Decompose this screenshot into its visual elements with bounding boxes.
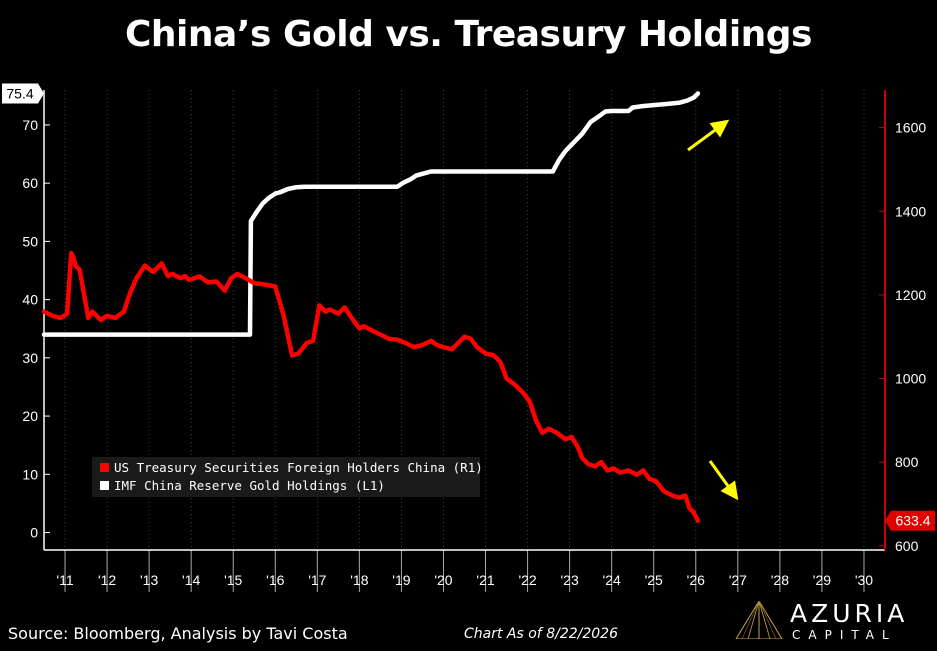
legend-swatch-gold bbox=[100, 481, 109, 490]
logo-wordmark: AZURIA bbox=[790, 599, 909, 628]
left-tick-label: 10 bbox=[22, 466, 38, 482]
down-arrow-icon bbox=[708, 460, 739, 501]
treasury-badge-pointer bbox=[885, 510, 891, 531]
left-tick-label: 20 bbox=[22, 408, 38, 424]
left-tick-label: 30 bbox=[22, 350, 38, 366]
right-tick-label: 600 bbox=[895, 538, 919, 554]
x-tick-label: '24 bbox=[603, 572, 621, 588]
treasury-badge-bg bbox=[891, 510, 935, 531]
x-tick-label: '17 bbox=[308, 572, 326, 588]
x-tick-label: '30 bbox=[855, 572, 873, 588]
x-tick-label: '12 bbox=[98, 572, 116, 588]
legend-label-gold: IMF China Reserve Gold Holdings (L1) bbox=[114, 478, 385, 493]
right-tick-label: 1200 bbox=[895, 287, 926, 303]
gold-badge-text: 75.4 bbox=[6, 85, 33, 101]
right-tick-label: 1600 bbox=[895, 120, 926, 136]
gold-last-value-badge: 75.4 bbox=[2, 83, 44, 104]
x-tick-label: '11 bbox=[56, 572, 73, 588]
gold-badge-pointer bbox=[38, 83, 44, 104]
left-tick-label: 70 bbox=[22, 117, 38, 133]
right-tick-label: 1000 bbox=[895, 371, 926, 387]
as-of-note: Chart As of 8/22/2026 bbox=[464, 626, 618, 642]
x-tick-label: '13 bbox=[140, 572, 158, 588]
legend-swatch-treasury bbox=[100, 463, 109, 472]
right-tick-label: 800 bbox=[895, 454, 919, 470]
right-tick-label: 1400 bbox=[895, 203, 926, 219]
x-tick-label: '18 bbox=[350, 572, 368, 588]
x-tick-label: '19 bbox=[392, 572, 410, 588]
x-tick-label: '28 bbox=[771, 572, 789, 588]
treasury-badge-text: 633.4 bbox=[895, 513, 930, 529]
gold-holdings-line bbox=[41, 91, 701, 337]
up-arrow-icon bbox=[687, 119, 730, 152]
legend-label-treasury: US Treasury Securities Foreign Holders C… bbox=[114, 460, 483, 475]
gold-badge-bg bbox=[2, 83, 38, 104]
treasury-last-value-badge: 633.4 bbox=[885, 510, 935, 531]
x-tick-label: '22 bbox=[518, 572, 536, 588]
x-tick-label: '20 bbox=[434, 572, 452, 588]
left-tick-label: 0 bbox=[30, 525, 38, 541]
x-tick-label: '25 bbox=[645, 572, 663, 588]
left-tick-label: 60 bbox=[22, 175, 38, 191]
x-tick-label: '23 bbox=[561, 572, 579, 588]
x-tick-label: '15 bbox=[224, 572, 242, 588]
left-tick-label: 40 bbox=[22, 292, 38, 308]
x-tick-label: '14 bbox=[182, 572, 200, 588]
x-tick-label: '29 bbox=[813, 572, 831, 588]
legend-box bbox=[92, 457, 480, 497]
logo-subtitle: CAPITAL bbox=[792, 628, 897, 642]
x-tick-label: '16 bbox=[266, 572, 284, 588]
x-tick-label: '21 bbox=[476, 572, 494, 588]
treasury-holdings-line bbox=[41, 250, 701, 523]
azuria-logo-icon bbox=[735, 601, 783, 639]
left-tick-label: 50 bbox=[22, 233, 38, 249]
x-tick-label: '26 bbox=[687, 572, 705, 588]
x-tick-label: '27 bbox=[729, 572, 747, 588]
chart-title: China’s Gold vs. Treasury Holdings bbox=[125, 14, 813, 55]
source-note: Source: Bloomberg, Analysis by Tavi Cost… bbox=[8, 624, 348, 643]
